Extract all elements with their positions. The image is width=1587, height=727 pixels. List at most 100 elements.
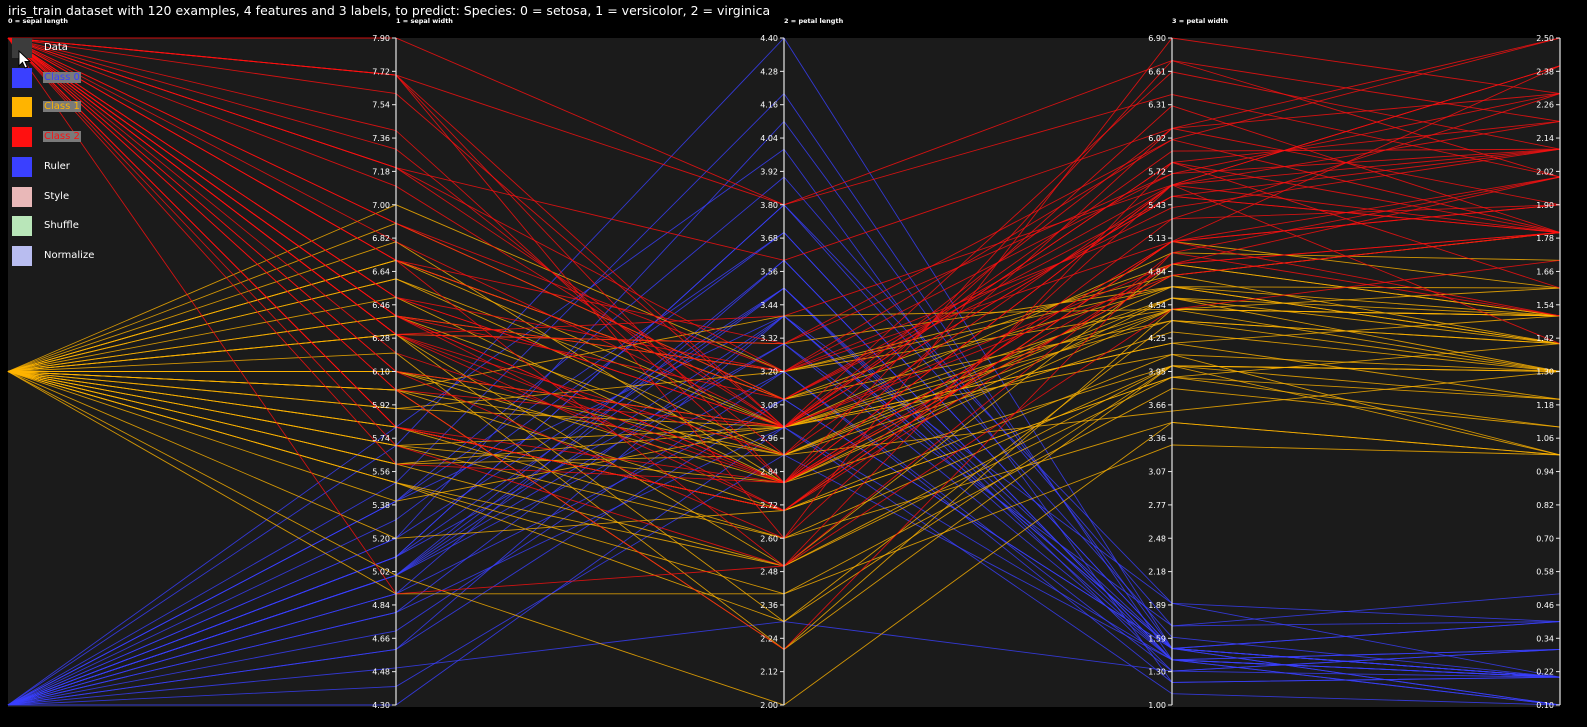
- tick-label: 7.18: [372, 167, 390, 176]
- tick-label: 4.04: [760, 134, 778, 143]
- chart-title: iris_train dataset with 120 examples, 4 …: [8, 3, 771, 18]
- axis-label-petal-length: 2 = petal length: [784, 17, 844, 25]
- tick-label: 5.56: [372, 468, 390, 477]
- tick-label: 4.84: [1148, 267, 1166, 276]
- tick-label: 2.38: [1536, 67, 1554, 76]
- class-1-swatch-icon: [12, 97, 32, 118]
- tick-label: 4.16: [760, 101, 778, 110]
- tick-label: 0.70: [1536, 534, 1554, 543]
- tick-label: 1.90: [1536, 201, 1554, 210]
- tick-label: 2.48: [1148, 534, 1166, 543]
- tick-label: 5.43: [1148, 201, 1166, 210]
- tick-label: 1.89: [1148, 601, 1166, 610]
- normalize-swatch-icon: [12, 245, 32, 266]
- tick-label: 0.82: [1536, 501, 1554, 510]
- tick-label: 3.95: [1148, 368, 1166, 377]
- tick-label: 1.78: [1536, 234, 1554, 243]
- tick-label: 3.20: [760, 368, 778, 377]
- tick-label: 3.36: [1148, 434, 1166, 443]
- tick-label: 2.48: [760, 568, 778, 577]
- tick-label: 1.18: [1536, 401, 1554, 410]
- tick-label: 0.46: [1536, 601, 1554, 610]
- tick-label: 2.24: [760, 634, 778, 643]
- axis-label-sepal-width: 1 = sepal width: [396, 17, 453, 25]
- tick-label: 3.08: [760, 401, 778, 410]
- tick-label: 6.02: [1148, 134, 1166, 143]
- tick-label: 2.14: [1536, 134, 1554, 143]
- tick-label: 0.58: [1536, 568, 1554, 577]
- tick-label: 3.66: [1148, 401, 1166, 410]
- tick-label: 7.72: [372, 67, 390, 76]
- tick-label: 1.66: [1536, 267, 1554, 276]
- class-2-swatch-icon: [12, 127, 32, 148]
- tick-label: 7.54: [372, 101, 390, 110]
- tick-label: 2.36: [760, 601, 778, 610]
- shuffle-button[interactable]: Shuffle: [12, 216, 132, 238]
- tick-label: 2.84: [760, 468, 778, 477]
- legend-item-data[interactable]: Data: [12, 38, 132, 60]
- shuffle-swatch-icon: [12, 216, 32, 237]
- tick-label: 4.25: [1148, 334, 1166, 343]
- tick-label: 1.30: [1536, 368, 1554, 377]
- normalize-button[interactable]: Normalize: [12, 245, 132, 268]
- tick-label: 6.82: [372, 234, 390, 243]
- style-button-label: Style: [44, 190, 70, 202]
- mouse-cursor-icon: [18, 50, 32, 69]
- normalize-button-label: Normalize: [44, 249, 95, 261]
- tick-label: 3.80: [760, 201, 778, 210]
- tick-label: 6.31: [1148, 101, 1166, 110]
- tick-label: 1.00: [1148, 701, 1166, 710]
- tick-label: 4.28: [760, 67, 778, 76]
- tick-label: 1.30: [1148, 668, 1166, 677]
- tick-label: 2.12: [760, 668, 778, 677]
- tick-label: 5.02: [372, 568, 390, 577]
- tick-label: 3.44: [760, 301, 778, 310]
- tick-label: 6.90: [1148, 34, 1166, 43]
- tick-label: 0.34: [1536, 634, 1554, 643]
- tick-label: 1.59: [1148, 634, 1166, 643]
- tick-label: 3.07: [1148, 468, 1166, 477]
- tick-label: 6.10: [372, 368, 390, 377]
- tick-label: 4.48: [372, 668, 390, 677]
- tick-label: 5.20: [372, 534, 390, 543]
- axis-label-sepal-length: 0 = sepal length: [8, 17, 68, 25]
- tick-label: 4.66: [372, 634, 390, 643]
- tick-label: 5.72: [1148, 167, 1166, 176]
- legend-item-class-1[interactable]: Class 1: [12, 97, 132, 119]
- tick-label: 7.36: [372, 134, 390, 143]
- tick-label: 6.28: [372, 334, 390, 343]
- data-swatch-icon: [12, 38, 32, 58]
- axes: 7.90 7.72 7.54 7.36 7.18 7.00 6.82 6.64 6.46 6.28…: [372, 34, 1561, 710]
- tick-label: 2.02: [1536, 167, 1554, 176]
- tick-label: 0.22: [1536, 668, 1554, 677]
- tick-label: 1.06: [1536, 434, 1554, 443]
- tick-label: 2.26: [1536, 101, 1554, 110]
- tick-label: 5.38: [372, 501, 390, 510]
- legend-label-data: Data: [44, 42, 68, 53]
- legend-item-class-0[interactable]: Class 0: [12, 67, 132, 90]
- tick-label: 0.94: [1536, 468, 1554, 477]
- ruler-button[interactable]: Ruler: [12, 156, 132, 179]
- tick-label: 3.56: [760, 267, 778, 276]
- legend-label-class-2: Class 2: [43, 131, 81, 143]
- tick-label: 3.32: [760, 334, 778, 343]
- tick-label: 5.74: [372, 434, 390, 443]
- tick-label: 3.68: [760, 234, 778, 243]
- tick-label: 2.60: [760, 534, 778, 543]
- tick-label: 4.54: [1148, 301, 1166, 310]
- shuffle-button-label: Shuffle: [44, 220, 79, 232]
- legend-item-class-2[interactable]: Class 2: [12, 127, 132, 149]
- tick-label: 2.77: [1148, 501, 1166, 510]
- tick-label: 3.92: [760, 167, 778, 176]
- style-button[interactable]: Style: [12, 186, 132, 209]
- tick-label: 6.46: [372, 301, 390, 310]
- ruler-swatch-icon: [12, 156, 32, 177]
- tick-label: 2.72: [760, 501, 778, 510]
- ruler-button-label: Ruler: [44, 160, 70, 172]
- tick-label: 4.84: [372, 601, 390, 610]
- tick-label: 1.42: [1536, 334, 1554, 343]
- tick-label: 6.64: [372, 267, 390, 276]
- legend-label-class-1: Class 1: [43, 101, 81, 113]
- tick-label: 5.13: [1148, 234, 1166, 243]
